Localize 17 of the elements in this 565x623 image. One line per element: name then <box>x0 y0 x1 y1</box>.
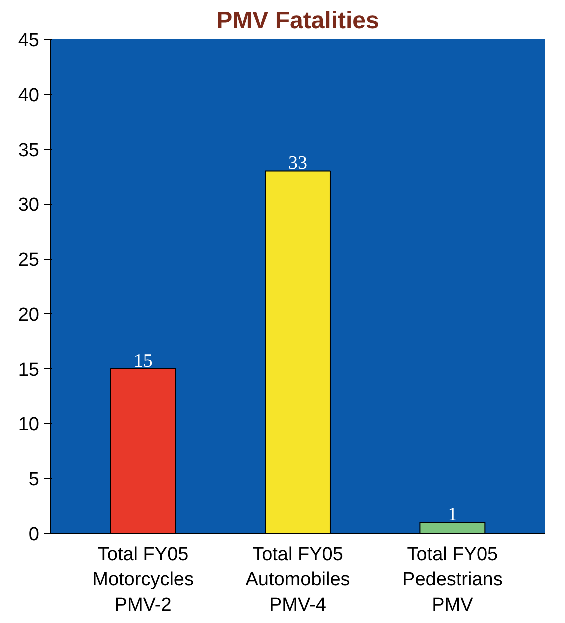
x-tick-label: Total FY05 Automobiles PMV-4 <box>246 544 350 616</box>
y-tick-label: 40 <box>18 85 40 106</box>
y-tick-label: 35 <box>18 140 40 162</box>
y-tick-label: 15 <box>18 360 40 381</box>
y-tick-label: 10 <box>18 414 40 436</box>
data-label: 1 <box>448 504 458 526</box>
y-tick-label: 30 <box>18 195 40 216</box>
chart-title: PMV Fatalities <box>216 8 380 34</box>
x-tick-label: Total FY05 Pedestrians PMV <box>402 544 503 616</box>
data-label: 33 <box>288 153 308 174</box>
y-tick-label: 5 <box>28 470 40 491</box>
y-tick-label: 0 <box>28 524 40 546</box>
y-tick-label: 45 <box>18 30 40 52</box>
data-label: 15 <box>134 350 153 372</box>
y-tick-label: 25 <box>18 250 40 272</box>
y-tick-label: 20 <box>18 304 40 326</box>
x-tick-label: Total FY05 Motorcycles PMV-2 <box>92 544 194 616</box>
